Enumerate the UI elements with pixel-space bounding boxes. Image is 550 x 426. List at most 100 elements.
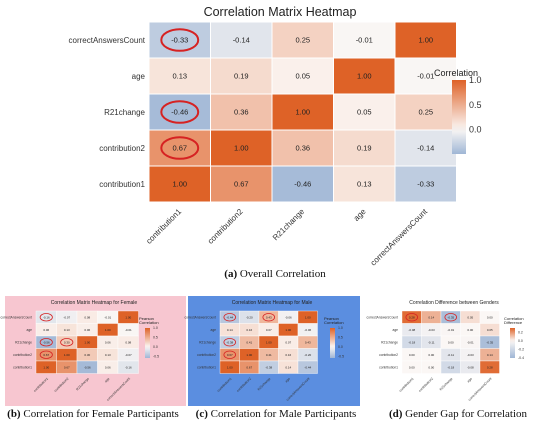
chart4-column-label: age [466,377,473,384]
chart2-cell-value: 0.13 [64,328,70,332]
chart1-cell-value: 1.00 [357,72,372,81]
chart2-legend-title: Pearson [139,316,154,321]
chart3-legend-tick: 1.0 [338,326,343,330]
chart4-cell-value: -0.11 [447,353,454,357]
chart3-highlight-circle [223,350,236,359]
chart1-column-label: age [352,207,368,223]
chart4-cell-value: 0.28 [487,365,493,369]
chart2-row-label: R21change [15,340,32,344]
chart3-cell-value: 1.00 [246,353,252,357]
chart4-cell-value: 0.14 [487,353,493,357]
caption-d: (d) Gender Gap for Correlation [366,408,550,420]
chart1-cell-value: 0.67 [234,180,249,189]
chart1-legend-bar [452,80,466,154]
chart3-legend-title: Pearson [324,316,339,321]
chart3-highlight-circle [262,313,275,322]
caption-b: (b) Correlation for Female Participants [0,408,186,420]
chart1-cell-value: -0.01 [417,72,434,81]
chart2-highlight-circle [39,350,53,359]
chart4-legend-title: Correlation [504,316,524,321]
chart3-row-label: R21change [199,340,216,344]
chart2-cell-value: 0.06 [43,328,49,332]
chart1-cell [271,129,334,167]
chart2-row-label: contribution1 [13,365,32,369]
chart4-row-label: contribution1 [379,365,398,369]
chart4-cell-value: 0.05 [487,328,493,332]
chart2-column-label: age [104,377,111,384]
chart3-cell-value: 0.14 [285,365,291,369]
chart2-highlight-circle [39,313,53,322]
chart2-cell-value: -0.16 [43,315,50,319]
chart3-cell-value: -0.20 [246,315,253,319]
chart1-row-label: R21change [104,108,145,117]
chart1-cell [148,57,211,95]
chart4-column-label: contribution2 [418,377,434,393]
chart1-cell-value: 0.13 [357,180,372,189]
chart4-cell-value: -0.08 [467,365,474,369]
chart2-cell-value: -0.07 [63,315,70,319]
chart1-cell-value: 0.25 [295,36,310,45]
chart4-legend-tick: -0.2 [518,348,524,352]
chart2-cell-value: 0.06 [105,340,111,344]
chart3-cell-value: -0.38 [265,365,272,369]
chart4-row-label: contribution2 [379,353,398,357]
chart1-cell-value: 0.19 [357,144,372,153]
chart3-row-label: age [210,328,216,332]
chart2-cell-value: -0.56 [43,340,50,344]
chart1-column-label: R21change [271,207,307,243]
chart4-highlight-circle [444,313,457,322]
chart1-cell [271,57,334,95]
chart4-cell-value: -0.18 [447,365,454,369]
chart3-cell-value: 0.16 [246,328,252,332]
chart1-cell [271,165,334,203]
chart2-highlight-circle [39,338,53,347]
chart2-cell-value: 1.00 [125,315,131,319]
chart4-cell [479,360,500,374]
chart3-cell-value: 0.67 [246,365,252,369]
chart4-cell-value: 0.00 [428,353,434,357]
chart2-cell-value: 0.08 [84,315,90,319]
chart1-cell-value: -0.14 [417,144,434,153]
chart2-cell-value: -0.01 [125,328,132,332]
chart2-legend-tick: 1.0 [153,326,158,330]
chart3-cell-value: -0.44 [226,315,233,319]
chart2-row-label: correctAnswersCount [0,315,32,319]
chart3-highlight-circle [223,313,236,322]
chart1-cell-value: 0.05 [357,108,372,117]
chart2-row-label: contribution2 [13,353,32,357]
chart2-cell-value: 0.67 [64,365,70,369]
caption-c: (c) Correlation for Male Participants [186,408,366,420]
chart1-highlight-circle [160,28,200,52]
chart3-cell-value: -0.20 [304,353,311,357]
chart3-cell-value: -0.06 [285,315,292,319]
chart1-cell [394,129,457,167]
chart4-cell-value: 0.00 [428,365,434,369]
chart1-cell-value: -0.46 [171,108,188,117]
caption-b-text: Correlation for Female Participants [23,408,179,420]
chart3-legend-tick: 0.0 [338,345,343,349]
chart4-title: Correlation Difference between Genders [409,300,499,306]
caption-d-text: Gender Gap for Correlation [405,408,528,420]
chart4-cell-value: 0.00 [409,353,415,357]
chart2-row-label: age [26,328,32,332]
chart3-cell-value: 1.00 [305,315,311,319]
chart1-cell-value: -0.33 [171,36,188,45]
chart1-column-label: correctAnswersCount [369,207,430,268]
chart4-legend-tick: 0.0 [518,339,523,343]
chart3-cell-value: 0.41 [246,340,252,344]
chart4-cell-value: -0.11 [428,340,435,344]
chart1-cell [394,57,457,95]
chart2-cell-value: -0.16 [125,365,132,369]
chart3-cell-value: -0.06 [304,328,311,332]
chart4-cell-value: -0.01 [447,328,454,332]
chart2-cell-value: 0.67 [43,353,49,357]
chart1-row-label: correctAnswersCount [69,36,146,45]
chart1-cell [148,129,211,167]
chart4-cell-value: -0.03 [428,328,435,332]
chart1-cell [333,129,396,167]
chart4-cell-value: -0.35 [447,315,454,319]
chart4-column-label: R21change [439,377,454,392]
chart2-cell-value: 0.06 [105,365,111,369]
chart4-row-label: correctAnswersCount [366,315,398,319]
